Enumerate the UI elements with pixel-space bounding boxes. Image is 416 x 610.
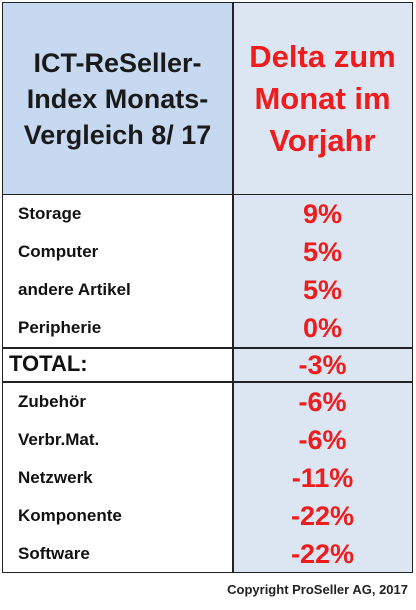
row-value: -6% [298, 386, 347, 417]
table-row: andere Artikel 5% [3, 271, 412, 309]
row-value: 5% [302, 236, 343, 267]
table-row: Storage 9% [3, 195, 412, 233]
row-label: Software [18, 544, 90, 563]
bottom-rows-section: Zubehör -6% Verbr.Mat. -6% Netzwerk -11% Kompo… [3, 383, 412, 572]
total-row: TOTAL: -3% [3, 347, 412, 383]
row-label: Verbr.Mat. [18, 430, 100, 449]
table-header: ICT-ReSeller- Index Monats- Vergleich 8/… [3, 3, 412, 195]
row-label: andere Artikel [18, 280, 131, 299]
row-value: -6% [298, 424, 347, 455]
row-value: -22% [290, 500, 355, 531]
header-left-cell: ICT-ReSeller- Index Monats- Vergleich 8/… [3, 3, 232, 194]
row-label: Netzwerk [18, 468, 93, 487]
row-value: -11% [291, 462, 354, 493]
reseller-index-table: ICT-ReSeller- Index Monats- Vergleich 8/… [2, 2, 413, 573]
row-label: Zubehör [18, 392, 86, 411]
header-right-cell: Delta zum Monat im Vorjahr [233, 3, 412, 194]
row-value: 0% [302, 312, 343, 343]
index-title: ICT-ReSeller- Index Monats- Vergleich 8/… [23, 47, 212, 150]
row-label: Komponente [18, 506, 122, 525]
table-row: Computer 5% [3, 233, 412, 271]
table-row: Komponente -22% [3, 497, 412, 535]
top-rows-section: Storage 9% Computer 5% andere Artikel 5% Perip… [3, 195, 412, 347]
row-value: -22% [290, 538, 355, 569]
table-row: Peripherie 0% [3, 309, 412, 347]
column-divider [232, 3, 234, 572]
table-row: Software -22% [3, 535, 412, 573]
delta-column-title: Delta zum Monat im Vorjahr [249, 38, 396, 158]
row-value: 9% [302, 198, 343, 229]
table-row: Zubehör -6% [3, 383, 412, 421]
row-label: Computer [18, 242, 99, 261]
row-label: Storage [18, 204, 82, 223]
copyright-notice: Copyright ProSeller AG, 2017 [227, 582, 408, 597]
total-label: TOTAL: [9, 351, 88, 376]
table-row: Netzwerk -11% [3, 459, 412, 497]
row-value: 5% [302, 274, 343, 305]
row-label: Peripherie [18, 318, 102, 337]
total-value: -3% [298, 350, 347, 380]
table-row: Verbr.Mat. -6% [3, 421, 412, 459]
